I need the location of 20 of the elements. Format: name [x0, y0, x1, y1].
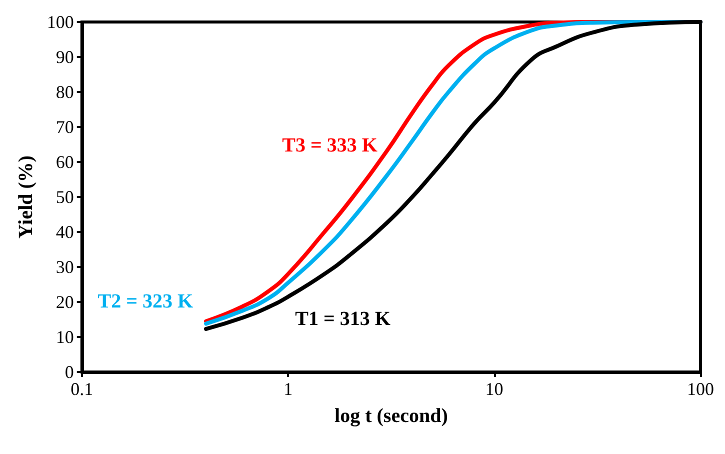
y-tick-label: 40 — [56, 222, 74, 242]
x-tick-label: 100 — [687, 379, 714, 399]
y-tick-label: 100 — [46, 12, 74, 32]
y-tick-label: 90 — [56, 47, 74, 67]
x-tick-label: 0.1 — [70, 379, 94, 399]
x-tick-label: 10 — [485, 379, 504, 399]
x-axis-title: log t (second) — [334, 405, 448, 427]
y-tick-label: 70 — [56, 117, 74, 137]
y-tick-label: 10 — [56, 327, 74, 347]
y-tick-label: 60 — [56, 152, 74, 172]
y-tick-label: 80 — [56, 82, 74, 102]
y-tick-label: 30 — [56, 257, 74, 277]
series-label: T3 = 333 K — [282, 134, 378, 156]
series-label: T1 = 313 K — [295, 308, 391, 330]
y-tick-label: 20 — [56, 292, 74, 312]
y-tick-label: 0 — [64, 362, 74, 382]
series-label: T2 = 323 K — [98, 290, 194, 313]
y-axis-title: Yield (%) — [15, 155, 37, 239]
x-tick-label: 1 — [284, 379, 293, 399]
y-tick-label: 50 — [56, 187, 74, 207]
